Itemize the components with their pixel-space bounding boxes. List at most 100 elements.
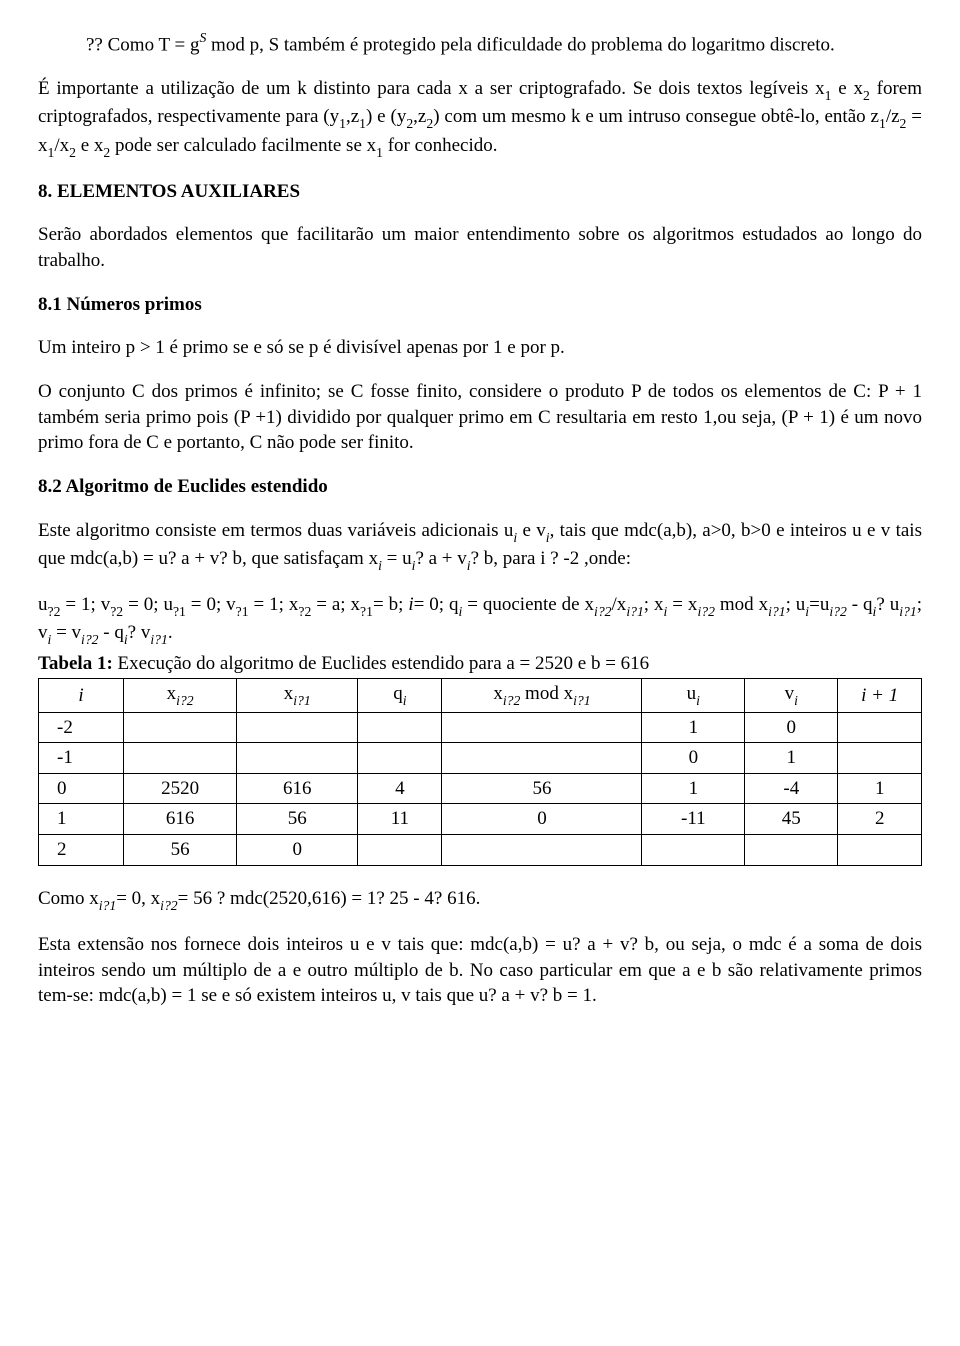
paragraph-6: Este algoritmo consiste em termos duas v… xyxy=(38,518,922,575)
sub-q1: ?1 xyxy=(236,604,249,619)
sub-2: 2 xyxy=(900,116,907,131)
p7-seg: ? u xyxy=(876,594,899,615)
cell xyxy=(358,712,442,743)
table-row: -2 1 0 xyxy=(39,712,922,743)
p6-seg: ? a + v xyxy=(415,548,466,569)
cell xyxy=(838,743,922,774)
bullet-lead: ?? Como T = g xyxy=(86,34,199,55)
sub-2: 2 xyxy=(406,116,413,131)
col-mod: xi?2 mod xi?1 xyxy=(442,679,642,712)
sub-i: i xyxy=(873,604,877,619)
sub-iq2: i?2 xyxy=(829,604,846,619)
p7-seg: = b; xyxy=(373,594,408,615)
bullet-paragraph: ?? Como T = gS mod p, S também é protegi… xyxy=(38,30,922,58)
sub-1: 1 xyxy=(339,116,346,131)
sub-iq1: i?1 xyxy=(626,604,643,619)
p7-seg: = v xyxy=(51,622,81,643)
cell: 616 xyxy=(237,773,358,804)
hdr-v: v xyxy=(785,683,795,704)
cell: 0 xyxy=(745,712,838,743)
cell: 0 xyxy=(237,835,358,866)
cell: 56 xyxy=(124,835,237,866)
hdr-q: q xyxy=(393,683,403,704)
p7-seg: = 1; v xyxy=(60,594,110,615)
sub-1: 1 xyxy=(879,116,886,131)
paragraph-8: Como xi?1= 0, xi?2= 56 ? mdc(2520,616) =… xyxy=(38,886,922,914)
paragraph-7: u?2 = 1; v?2 = 0; u?1 = 0; v?1 = 1; x?2 … xyxy=(38,592,922,649)
p2-seg: É importante a utilização de um k distin… xyxy=(38,78,825,99)
p7-seg: = a; x xyxy=(311,594,360,615)
hdr-sub: i?2 xyxy=(176,693,193,708)
sub-iq1: i?1 xyxy=(150,632,167,647)
col-vi: vi xyxy=(745,679,838,712)
sub-iq2: i?2 xyxy=(697,604,714,619)
cell xyxy=(442,835,642,866)
table-row: -1 0 1 xyxy=(39,743,922,774)
paragraph-9: Esta extensão nos fornece dois inteiros … xyxy=(38,932,922,1009)
cell: 0 xyxy=(442,804,642,835)
cell xyxy=(442,743,642,774)
cell xyxy=(237,743,358,774)
paragraph-2: É importante a utilização de um k distin… xyxy=(38,76,922,161)
cell: -4 xyxy=(745,773,838,804)
cell: 1 xyxy=(39,804,124,835)
sub-iq2: i?2 xyxy=(160,898,177,913)
paragraph-3: Serão abordados elementos que facilitarã… xyxy=(38,222,922,273)
p6-seg: = u xyxy=(382,548,412,569)
p7-seg: = 0; u xyxy=(123,594,173,615)
cell: -2 xyxy=(39,712,124,743)
p6-seg: ? b, para i ? -2 ,onde: xyxy=(471,548,631,569)
hdr-ip1: i + 1 xyxy=(861,685,898,706)
caption-bold: Tabela 1: xyxy=(38,653,113,674)
p2-seg: ,z xyxy=(346,106,359,127)
sub-2: 2 xyxy=(426,116,433,131)
p2-seg: pode ser calculado facilmente se x xyxy=(110,135,376,156)
p7-seg: ; u xyxy=(786,594,806,615)
sub-iq2: i?2 xyxy=(81,632,98,647)
p7-seg: mod x xyxy=(715,594,768,615)
p7-seg: u xyxy=(38,594,48,615)
p7-seg: = x xyxy=(667,594,697,615)
table-row: 0 2520 616 4 56 1 -4 1 xyxy=(39,773,922,804)
p2-seg: ) com um mesmo k e um intruso consegue o… xyxy=(433,106,879,127)
hdr-u: u xyxy=(687,683,697,704)
p7-seg: . xyxy=(168,622,173,643)
heading-8-1: 8.1 Números primos xyxy=(38,292,922,318)
sub-2: 2 xyxy=(103,145,110,160)
sub-iq1: i?1 xyxy=(899,604,916,619)
cell xyxy=(124,712,237,743)
sub-q2: ?2 xyxy=(298,604,311,619)
p7-seg: = 0; q xyxy=(414,594,459,615)
cell xyxy=(745,835,838,866)
table-caption: Tabela 1: Execução do algoritmo de Eucli… xyxy=(38,651,922,677)
cell xyxy=(237,712,358,743)
hdr-sub: i?2 xyxy=(503,693,520,708)
p7-seg: = quociente de x xyxy=(462,594,594,615)
cell: 2 xyxy=(838,804,922,835)
p6-seg: e v xyxy=(517,520,546,541)
p6-seg: Este algoritmo consiste em termos duas v… xyxy=(38,520,513,541)
cell xyxy=(358,835,442,866)
sub-q1: ?1 xyxy=(360,604,373,619)
sub-1: 1 xyxy=(48,145,55,160)
sub-i: i xyxy=(412,558,416,573)
cell: 0 xyxy=(642,743,745,774)
cell xyxy=(124,743,237,774)
bullet-sup: S xyxy=(199,30,206,45)
sub-i: i xyxy=(378,558,382,573)
table-body: -2 1 0 -1 0 1 0 2520 616 4 56 1 -4 xyxy=(39,712,922,865)
sub-i: i xyxy=(805,604,809,619)
p7-seg: - q xyxy=(99,622,124,643)
sub-iq2: i?2 xyxy=(594,604,611,619)
paragraph-5: O conjunto C dos primos é infinito; se C… xyxy=(38,379,922,456)
p7-seg: ? v xyxy=(128,622,151,643)
col-ui: ui xyxy=(642,679,745,712)
sub-1: 1 xyxy=(376,145,383,160)
cell: 0 xyxy=(39,773,124,804)
hdr-sub: i?1 xyxy=(573,693,590,708)
p7-seg: =u xyxy=(809,594,829,615)
cell: -1 xyxy=(39,743,124,774)
sub-1: 1 xyxy=(359,116,366,131)
cell xyxy=(838,835,922,866)
cell: 2 xyxy=(39,835,124,866)
